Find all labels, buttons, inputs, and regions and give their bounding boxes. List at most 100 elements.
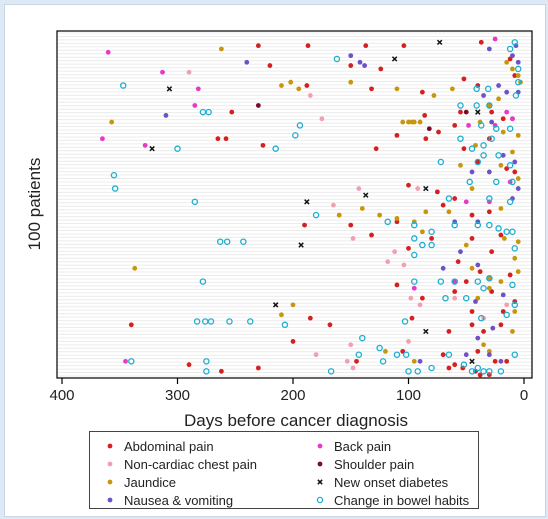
point-change-in-bowel-habits <box>497 368 505 375</box>
point-nausea-vomiting <box>475 262 481 268</box>
point-nausea-vomiting <box>498 358 504 364</box>
point-nausea-vomiting <box>515 59 521 65</box>
point-abdominal-pain <box>229 109 235 115</box>
point-abdominal-pain <box>369 232 374 238</box>
point-jaundice <box>446 209 452 215</box>
point-jaundice <box>515 176 521 181</box>
point-jaundice <box>411 358 417 364</box>
point-nausea-vomiting <box>163 113 169 118</box>
point-change-in-bowel-habits <box>272 145 279 152</box>
point-change-in-bowel-habits <box>506 198 514 206</box>
point-abdominal-pain <box>429 235 434 241</box>
legend-marker <box>107 443 113 449</box>
point-change-in-bowel-habits <box>223 238 231 245</box>
point-abdominal-pain <box>475 159 481 165</box>
point-change-in-bowel-habits <box>512 92 520 99</box>
point-abdominal-pain <box>446 329 452 334</box>
y-axis-title: 100 patients <box>25 158 44 251</box>
point-change-in-bowel-habits <box>216 238 224 245</box>
point-abdominal-pain <box>461 76 467 82</box>
legend-marker <box>107 497 113 503</box>
point-change-in-bowel-habits <box>393 351 401 358</box>
point-back-pain <box>142 142 148 148</box>
point-jaundice <box>288 79 294 85</box>
point-change-in-bowel-habits <box>428 241 435 249</box>
point-change-in-bowel-habits <box>193 318 201 325</box>
point-jaundice <box>498 162 504 168</box>
point-change-in-bowel-habits <box>473 85 480 93</box>
plot-area <box>57 31 532 378</box>
legend-label: Abdominal pain <box>124 438 214 454</box>
legend-label: Non-cardiac chest pain <box>124 456 257 472</box>
point-change-in-bowel-habits <box>480 284 487 292</box>
point-jaundice <box>498 206 504 211</box>
point-back-pain <box>411 285 417 291</box>
point-non-cardiac-chest-pain <box>401 262 407 268</box>
point-change-in-bowel-habits <box>384 218 391 226</box>
point-jaundice <box>458 162 463 168</box>
point-jaundice <box>431 93 437 98</box>
point-change-in-bowel-habits <box>207 318 215 325</box>
point-shoulder-pain <box>426 126 432 132</box>
point-jaundice <box>512 309 518 314</box>
point-change-in-bowel-habits <box>359 334 366 342</box>
point-change-in-bowel-habits <box>296 122 304 129</box>
point-change-in-bowel-habits <box>442 294 449 302</box>
point-new-onset-diabetes <box>166 86 173 92</box>
point-abdominal-pain <box>489 109 495 115</box>
point-jaundice <box>469 186 475 191</box>
point-abdominal-pain <box>507 272 513 278</box>
point-change-in-bowel-habits <box>480 152 487 159</box>
point-change-in-bowel-habits <box>174 145 181 152</box>
point-jaundice <box>394 86 400 92</box>
point-change-in-bowel-habits <box>281 321 289 329</box>
point-change-in-bowel-habits <box>484 85 492 93</box>
gridlines <box>57 32 532 377</box>
point-abdominal-pain <box>128 322 134 328</box>
point-abdominal-pain <box>255 365 261 371</box>
point-jaundice <box>359 206 365 211</box>
point-abdominal-pain <box>477 269 483 275</box>
point-change-in-bowel-habits <box>401 318 409 325</box>
point-non-cardiac-chest-pain <box>417 302 423 308</box>
point-change-in-bowel-habits <box>411 221 418 229</box>
point-new-onset-diabetes <box>423 185 429 192</box>
point-jaundice <box>348 79 354 85</box>
point-abdominal-pain <box>469 322 475 328</box>
point-change-in-bowel-habits <box>462 294 470 302</box>
legend-marker-jaundice <box>107 479 113 485</box>
legend-label: Change in bowel habits <box>334 492 470 508</box>
point-change-in-bowel-habits <box>437 158 445 166</box>
legend-label: Jaundice <box>124 474 177 490</box>
point-jaundice <box>417 119 423 125</box>
point-nausea-vomiting <box>510 53 515 59</box>
point-nausea-vomiting <box>500 292 506 298</box>
point-non-cardiac-chest-pain <box>348 342 354 348</box>
point-change-in-bowel-habits <box>514 78 522 86</box>
point-back-pain <box>160 69 165 75</box>
point-jaundice <box>132 265 138 271</box>
point-jaundice <box>500 129 506 135</box>
legend-marker <box>316 496 324 504</box>
point-non-cardiac-chest-pain <box>408 295 414 301</box>
point-nausea-vomiting <box>481 93 486 98</box>
point-abdominal-pain <box>290 339 296 344</box>
point-abdominal-pain <box>481 329 486 334</box>
point-back-pain <box>466 123 471 128</box>
point-non-cardiac-chest-pain <box>344 358 350 364</box>
point-non-cardiac-chest-pain <box>186 69 192 75</box>
point-nausea-vomiting <box>486 169 492 175</box>
point-jaundice <box>512 255 518 261</box>
point-abdominal-pain <box>406 182 411 188</box>
point-abdominal-pain <box>452 196 458 201</box>
point-non-cardiac-chest-pain <box>319 116 325 122</box>
point-change-in-bowel-habits <box>379 358 387 365</box>
point-nausea-vomiting <box>515 186 521 191</box>
point-jaundice <box>296 86 302 92</box>
point-jaundice <box>515 239 521 245</box>
point-abdominal-pain <box>512 73 518 78</box>
point-abdominal-pain <box>446 365 452 371</box>
point-abdominal-pain <box>267 63 273 68</box>
point-change-in-bowel-habits <box>506 162 514 169</box>
point-non-cardiac-chest-pain <box>356 186 362 191</box>
